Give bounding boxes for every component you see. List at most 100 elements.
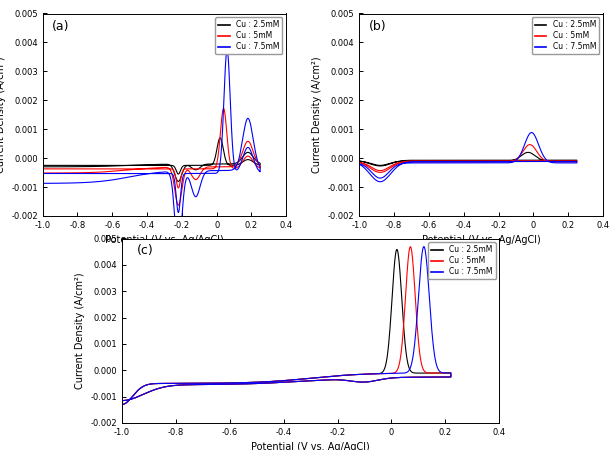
Cu : 7.5mM: (-0.0097, 0.000885): 7.5mM: (-0.0097, 0.000885) <box>528 130 535 135</box>
Cu : 5mM: (0.22, -9.24e-05): 5mM: (0.22, -9.24e-05) <box>568 158 576 163</box>
Line: Cu : 2.5mM: Cu : 2.5mM <box>359 153 577 166</box>
Cu : 2.5mM: (-0.03, 0.0002): 2.5mM: (-0.03, 0.0002) <box>524 150 532 155</box>
Cu : 5mM: (-0.88, -0.000492): 5mM: (-0.88, -0.000492) <box>376 170 384 175</box>
Cu : 5mM: (0.105, 0.000581): 5mM: (0.105, 0.000581) <box>417 352 424 358</box>
Cu : 5mM: (-1, -0.000149): 5mM: (-1, -0.000149) <box>356 160 363 165</box>
X-axis label: Potential (V vs. Ag/AgCl): Potential (V vs. Ag/AgCl) <box>252 442 370 450</box>
Cu : 7.5mM: (0.22, -0.000116): 7.5mM: (0.22, -0.000116) <box>568 159 576 164</box>
Cu : 7.5mM: (-0.842, -0.00086): 7.5mM: (-0.842, -0.00086) <box>66 180 74 186</box>
Cu : 2.5mM: (-0.224, -7e-05): 2.5mM: (-0.224, -7e-05) <box>491 158 498 163</box>
Cu : 2.5mM: (-0.226, -0.000783): 2.5mM: (-0.226, -0.000783) <box>174 178 181 184</box>
Cu : 5mM: (-0.953, -0.000371): 5mM: (-0.953, -0.000371) <box>47 166 54 171</box>
Cu : 2.5mM: (-0.553, -0.00025): 2.5mM: (-0.553, -0.00025) <box>117 162 124 168</box>
Cu : 5mM: (-0.954, -0.000915): 5mM: (-0.954, -0.000915) <box>130 392 138 397</box>
Cu : 2.5mM: (-0.219, -0.000805): 2.5mM: (-0.219, -0.000805) <box>175 179 182 184</box>
Cu : 5mM: (-0.219, -0.00163): 5mM: (-0.219, -0.00163) <box>175 202 182 208</box>
Cu : 7.5mM: (0.133, -0.00027): 7.5mM: (0.133, -0.00027) <box>236 163 244 169</box>
Line: Cu : 5mM: Cu : 5mM <box>43 108 260 205</box>
Cu : 2.5mM: (-1, -0.0013): 2.5mM: (-1, -0.0013) <box>118 402 125 407</box>
Cu : 2.5mM: (-0.953, -0.000152): 2.5mM: (-0.953, -0.000152) <box>364 160 371 165</box>
Cu : 2.5mM: (0.22, -3.76e-05): 2.5mM: (0.22, -3.76e-05) <box>252 157 259 162</box>
Line: Cu : 7.5mM: Cu : 7.5mM <box>122 247 451 405</box>
Cu : 7.5mM: (-1, -0.00021): 7.5mM: (-1, -0.00021) <box>356 162 363 167</box>
Cu : 5mM: (-0.243, -0.000367): 5mM: (-0.243, -0.000367) <box>322 377 329 382</box>
Cu : 7.5mM: (-1, -0.00053): 7.5mM: (-1, -0.00053) <box>39 171 46 176</box>
Cu : 5mM: (-1, -0.000515): 5mM: (-1, -0.000515) <box>39 171 46 176</box>
Cu : 2.5mM: (-1, -0.000108): 2.5mM: (-1, -0.000108) <box>356 158 363 164</box>
Text: (b): (b) <box>369 20 387 32</box>
Cu : 2.5mM: (-0.84, -0.000231): 2.5mM: (-0.84, -0.000231) <box>384 162 391 167</box>
Legend: Cu : 2.5mM, Cu : 5mM, Cu : 7.5mM: Cu : 2.5mM, Cu : 5mM, Cu : 7.5mM <box>215 17 283 54</box>
Y-axis label: Current Density (A/cm²): Current Density (A/cm²) <box>312 56 322 173</box>
Cu : 2.5mM: (-0.243, -0.000367): 2.5mM: (-0.243, -0.000367) <box>322 377 329 382</box>
X-axis label: Potential (V vs. Ag/AgCl): Potential (V vs. Ag/AgCl) <box>422 235 540 245</box>
Cu : 2.5mM: (-1, -0.00115): 2.5mM: (-1, -0.00115) <box>118 398 125 403</box>
Cu : 7.5mM: (-1, -0.0013): 7.5mM: (-1, -0.0013) <box>118 402 125 407</box>
Cu : 7.5mM: (-0.953, -0.000346): 7.5mM: (-0.953, -0.000346) <box>364 166 371 171</box>
Cu : 7.5mM: (0.191, -0.000255): 7.5mM: (0.191, -0.000255) <box>439 374 446 380</box>
Cu : 7.5mM: (-0.88, -0.000816): 7.5mM: (-0.88, -0.000816) <box>376 179 384 184</box>
Text: (a): (a) <box>52 20 70 32</box>
Legend: Cu : 2.5mM, Cu : 5mM, Cu : 7.5mM: Cu : 2.5mM, Cu : 5mM, Cu : 7.5mM <box>532 17 599 54</box>
Cu : 7.5mM: (0.121, 0.00469): 7.5mM: (0.121, 0.00469) <box>420 244 428 249</box>
Text: (c): (c) <box>137 244 153 257</box>
Y-axis label: Current Density (A/cm²): Current Density (A/cm²) <box>0 56 5 173</box>
Legend: Cu : 2.5mM, Cu : 5mM, Cu : 7.5mM: Cu : 2.5mM, Cu : 5mM, Cu : 7.5mM <box>428 242 496 279</box>
Y-axis label: Current Density (A/cm²): Current Density (A/cm²) <box>75 272 85 389</box>
Cu : 7.5mM: (0.22, 0.000306): 7.5mM: (0.22, 0.000306) <box>252 147 259 152</box>
Cu : 7.5mM: (-0.224, -0.000116): 7.5mM: (-0.224, -0.000116) <box>491 159 498 164</box>
Cu : 2.5mM: (-0.842, -0.000297): 2.5mM: (-0.842, -0.000297) <box>66 164 74 170</box>
Cu : 5mM: (-0.842, -0.00051): 5mM: (-0.842, -0.00051) <box>66 170 74 176</box>
Cu : 2.5mM: (-0.563, -0.000473): 2.5mM: (-0.563, -0.000473) <box>236 380 243 386</box>
X-axis label: Potential (V vs. Ag/AgCl): Potential (V vs. Ag/AgCl) <box>105 235 224 245</box>
Cu : 7.5mM: (-0.84, -0.000679): 7.5mM: (-0.84, -0.000679) <box>384 175 391 180</box>
Cu : 5mM: (-1, -0.00115): 5mM: (-1, -0.00115) <box>118 398 125 403</box>
Cu : 7.5mM: (-1, -0.000195): 7.5mM: (-1, -0.000195) <box>356 161 363 166</box>
Cu : 7.5mM: (-0.954, -0.000915): 7.5mM: (-0.954, -0.000915) <box>130 392 138 397</box>
Cu : 5mM: (-1, -0.0013): 5mM: (-1, -0.0013) <box>118 402 125 407</box>
Cu : 5mM: (-1, -0.000146): 5mM: (-1, -0.000146) <box>356 160 363 165</box>
Cu : 5mM: (-0.563, -0.000473): 5mM: (-0.563, -0.000473) <box>236 380 243 386</box>
Cu : 5mM: (-0.953, -0.000235): 5mM: (-0.953, -0.000235) <box>364 162 371 168</box>
Cu : 7.5mM: (-0.844, -0.000637): 7.5mM: (-0.844, -0.000637) <box>160 384 167 390</box>
Cu : 2.5mM: (0.02, 0.0007): 2.5mM: (0.02, 0.0007) <box>216 135 224 140</box>
Cu : 5mM: (-0.0207, 0.000468): 5mM: (-0.0207, 0.000468) <box>526 142 533 147</box>
Cu : 2.5mM: (-0.88, -0.00027): 2.5mM: (-0.88, -0.00027) <box>376 163 384 169</box>
Cu : 5mM: (-0.553, -0.000132): 5mM: (-0.553, -0.000132) <box>434 159 441 165</box>
Cu : 5mM: (-0.553, -0.000371): 5mM: (-0.553, -0.000371) <box>117 166 124 171</box>
Cu : 7.5mM: (-1, -0.00115): 7.5mM: (-1, -0.00115) <box>118 398 125 403</box>
Cu : 5mM: (0.0404, 0.00172): 5mM: (0.0404, 0.00172) <box>220 106 227 111</box>
Cu : 2.5mM: (0.02, 0.00458): 2.5mM: (0.02, 0.00458) <box>393 247 401 252</box>
Cu : 2.5mM: (0.105, -0.000107): 2.5mM: (0.105, -0.000107) <box>417 370 424 376</box>
Cu : 7.5mM: (-0.553, -0.00053): 7.5mM: (-0.553, -0.00053) <box>117 171 124 176</box>
Cu : 2.5mM: (-1, -0.000299): 2.5mM: (-1, -0.000299) <box>39 164 46 170</box>
Cu : 2.5mM: (-0.553, -0.0001): 2.5mM: (-0.553, -0.0001) <box>434 158 441 164</box>
Cu : 5mM: (0.0704, 0.00469): 5mM: (0.0704, 0.00469) <box>407 244 414 249</box>
Cu : 2.5mM: (-1, -9.71e-05): 2.5mM: (-1, -9.71e-05) <box>356 158 363 164</box>
Line: Cu : 7.5mM: Cu : 7.5mM <box>359 133 577 182</box>
Cu : 5mM: (-0.844, -0.000637): 5mM: (-0.844, -0.000637) <box>160 384 167 390</box>
Cu : 5mM: (0.133, -0.000132): 5mM: (0.133, -0.000132) <box>553 159 560 165</box>
Cu : 2.5mM: (-0.844, -0.000637): 2.5mM: (-0.844, -0.000637) <box>160 384 167 390</box>
Line: Cu : 7.5mM: Cu : 7.5mM <box>43 50 260 249</box>
Cu : 5mM: (0.133, -0.000244): 5mM: (0.133, -0.000244) <box>236 162 244 168</box>
Cu : 5mM: (-1, -0.000371): 5mM: (-1, -0.000371) <box>39 166 46 171</box>
Cu : 2.5mM: (0.191, -0.000255): 2.5mM: (0.191, -0.000255) <box>439 374 446 380</box>
Line: Cu : 5mM: Cu : 5mM <box>122 247 451 405</box>
Cu : 5mM: (0.22, 6.06e-05): 5mM: (0.22, 6.06e-05) <box>252 154 259 159</box>
Cu : 7.5mM: (-1, -0.000871): 7.5mM: (-1, -0.000871) <box>39 180 46 186</box>
Cu : 2.5mM: (0.133, -0.000192): 2.5mM: (0.133, -0.000192) <box>236 161 244 166</box>
Cu : 2.5mM: (-0.954, -0.000915): 2.5mM: (-0.954, -0.000915) <box>130 392 138 397</box>
Cu : 7.5mM: (0.0607, 0.00374): 7.5mM: (0.0607, 0.00374) <box>224 47 231 53</box>
Cu : 7.5mM: (-0.219, -0.00315): 7.5mM: (-0.219, -0.00315) <box>175 247 182 252</box>
Line: Cu : 2.5mM: Cu : 2.5mM <box>122 249 451 405</box>
Cu : 7.5mM: (-0.243, -0.000367): 7.5mM: (-0.243, -0.000367) <box>322 377 329 382</box>
Line: Cu : 5mM: Cu : 5mM <box>359 144 577 172</box>
Cu : 5mM: (-0.84, -0.000414): 5mM: (-0.84, -0.000414) <box>384 167 391 173</box>
Cu : 7.5mM: (-0.953, -0.00053): 7.5mM: (-0.953, -0.00053) <box>47 171 54 176</box>
Cu : 5mM: (-0.226, -0.00158): 5mM: (-0.226, -0.00158) <box>174 201 181 207</box>
Cu : 7.5mM: (0.133, -0.000163): 7.5mM: (0.133, -0.000163) <box>553 160 560 166</box>
Cu : 5mM: (-0.224, -9.24e-05): 5mM: (-0.224, -9.24e-05) <box>491 158 498 163</box>
Cu : 2.5mM: (-1, -0.00025): 2.5mM: (-1, -0.00025) <box>39 162 46 168</box>
Cu : 2.5mM: (0.22, -7e-05): 2.5mM: (0.22, -7e-05) <box>568 158 576 163</box>
